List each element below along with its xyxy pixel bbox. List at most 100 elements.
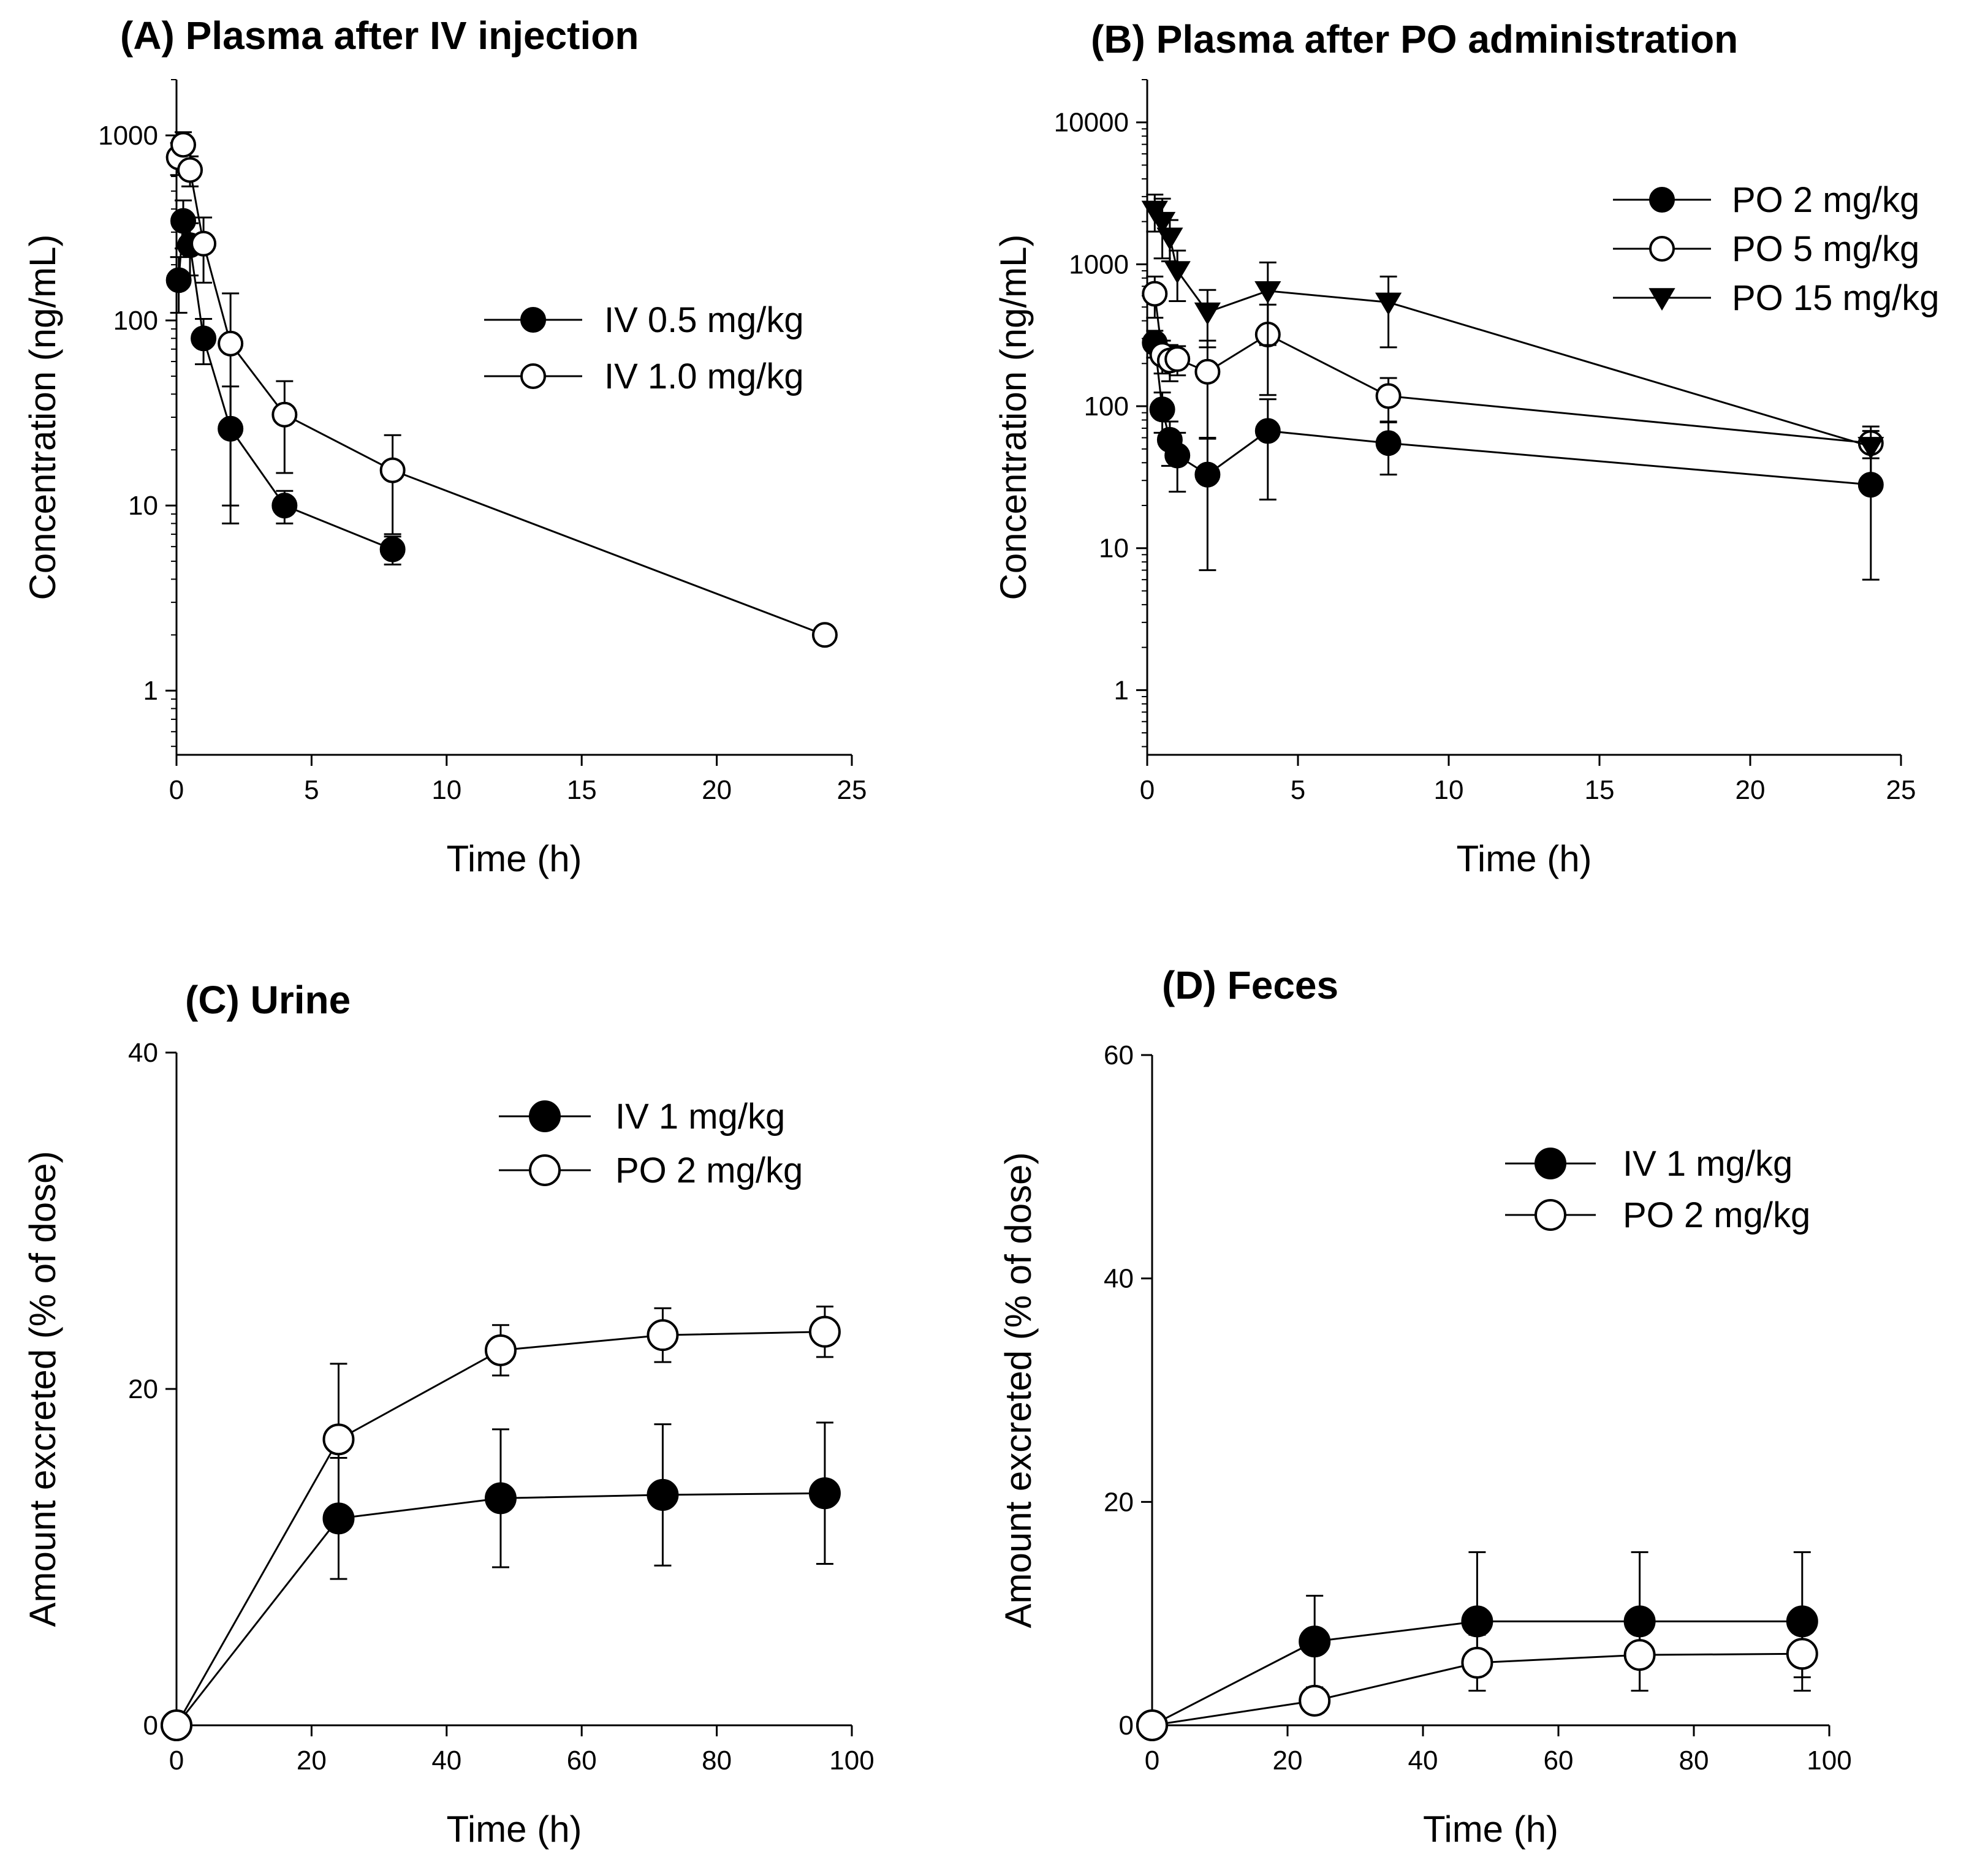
data-point [1136, 1709, 1168, 1741]
x-tick-label: 15 [1585, 775, 1615, 805]
legend-label: IV 1 mg/kg [1623, 1144, 1793, 1184]
panel-b: (B) Plasma after PO administration 0 5 10 15… [993, 17, 1939, 879]
y-tick-label: 10 [128, 491, 158, 521]
data-point [1164, 261, 1191, 284]
y-tick-label: 1 [143, 676, 158, 706]
x-tick-label: 25 [1886, 775, 1916, 805]
data-point [1461, 1605, 1493, 1638]
legend-entry: PO 2 mg/kg [499, 1151, 803, 1190]
series-iv-1-mg-kg [1136, 1551, 1818, 1741]
data-point [1786, 1638, 1818, 1670]
x-tick-label: 60 [567, 1746, 597, 1776]
y-tick-label: 0 [1119, 1711, 1134, 1741]
y-tick-label: 100 [113, 306, 158, 336]
data-point [1299, 1625, 1331, 1658]
panel-title: (A) Plasma after IV injection [120, 13, 639, 58]
data-point [484, 1334, 517, 1366]
data-point [191, 230, 217, 257]
data-point [322, 1423, 355, 1456]
y-tick-label: 1000 [1069, 249, 1129, 279]
legend-entry: IV 1.0 mg/kg [484, 357, 804, 396]
legend-marker [520, 363, 546, 389]
series-po-2-mg-kg [1136, 1618, 1818, 1741]
x-tick-label: 80 [702, 1746, 732, 1776]
x-tick-label: 80 [1679, 1746, 1709, 1776]
x-tick-label: 60 [1544, 1746, 1574, 1776]
legend-label: IV 0.5 mg/kg [604, 300, 804, 340]
data-point [177, 157, 203, 183]
data-point [1461, 1646, 1493, 1679]
data-point [1254, 281, 1281, 304]
legend-marker [529, 1154, 561, 1186]
legend-marker [520, 307, 546, 333]
x-tick-label: 15 [567, 775, 597, 805]
data-point [1375, 292, 1402, 316]
data-point [165, 267, 192, 293]
x-tick-label: 25 [837, 775, 867, 805]
legend-marker [1648, 288, 1675, 311]
x-tick-label: 20 [1273, 1746, 1303, 1776]
y-tick-label: 20 [1104, 1487, 1134, 1517]
legend-marker [1535, 1148, 1566, 1179]
x-tick-label: 40 [431, 1746, 461, 1776]
legend-label: PO 2 mg/kg [1732, 180, 1919, 220]
series-po-2-mg-kg [1142, 330, 1884, 581]
data-point [1194, 302, 1221, 325]
x-axis-label: Time (h) [446, 838, 582, 879]
data-point [1164, 442, 1191, 469]
data-point [808, 1477, 841, 1510]
data-point [647, 1478, 679, 1511]
y-tick-label: 60 [1104, 1040, 1134, 1070]
data-point [1148, 211, 1176, 235]
data-point [170, 208, 197, 234]
y-tick-label: 0 [143, 1711, 158, 1741]
legend-marker [529, 1100, 561, 1132]
data-point [1254, 418, 1281, 444]
data-point [1299, 1684, 1331, 1717]
y-tick-label: 40 [1104, 1264, 1134, 1294]
x-tick-label: 100 [1807, 1746, 1851, 1776]
series-iv-1-0-mg-kg [165, 131, 838, 648]
legend-entry: PO 5 mg/kg [1613, 229, 1919, 269]
data-point [379, 457, 406, 483]
y-axis-label: Amount excreted (% of dose) [998, 1152, 1039, 1628]
data-point [1194, 461, 1221, 488]
legend-label: IV 1 mg/kg [615, 1097, 785, 1137]
data-point [484, 1482, 517, 1515]
legend-entry: PO 15 mg/kg [1613, 278, 1939, 318]
x-tick-label: 0 [169, 775, 184, 805]
data-point [191, 325, 217, 352]
y-tick-label: 1000 [98, 121, 158, 151]
legend-marker [1649, 187, 1675, 213]
legend-entry: IV 0.5 mg/kg [484, 300, 804, 340]
data-point [1857, 437, 1884, 460]
data-point [1149, 396, 1175, 423]
x-tick-label: 40 [1408, 1746, 1438, 1776]
legend-marker [1649, 236, 1675, 262]
legend-entry: IV 1 mg/kg [1505, 1144, 1793, 1184]
y-tick-label: 100 [1084, 392, 1129, 422]
x-tick-label: 100 [829, 1746, 874, 1776]
legend-label: PO 2 mg/kg [1623, 1195, 1810, 1235]
panel-title: (B) Plasma after PO administration [1091, 17, 1738, 61]
panel-title: (C) Urine [185, 978, 351, 1022]
data-point [811, 622, 838, 648]
y-axis-label: Concentration (ng/mL) [22, 235, 63, 600]
legend-marker [1535, 1199, 1566, 1231]
panel-c: (C) Urine 0 20 40 60 80 100 0 20 40 Time (h) Amount… [22, 978, 874, 1850]
series-iv-0-5-mg-kg [165, 199, 406, 566]
x-tick-label: 20 [297, 1746, 327, 1776]
data-point [1375, 383, 1402, 409]
data-point [271, 401, 298, 428]
series-po-15-mg-kg [1141, 194, 1884, 478]
legend-label: PO 5 mg/kg [1732, 229, 1919, 269]
x-tick-label: 0 [1140, 775, 1155, 805]
y-tick-label: 1 [1114, 675, 1129, 705]
legend-entry: PO 2 mg/kg [1505, 1195, 1810, 1235]
x-tick-label: 5 [304, 775, 319, 805]
x-tick-label: 10 [431, 775, 461, 805]
legend-entry: PO 2 mg/kg [1613, 180, 1919, 220]
legend-label: PO 15 mg/kg [1732, 278, 1939, 318]
x-tick-label: 0 [169, 1746, 184, 1776]
